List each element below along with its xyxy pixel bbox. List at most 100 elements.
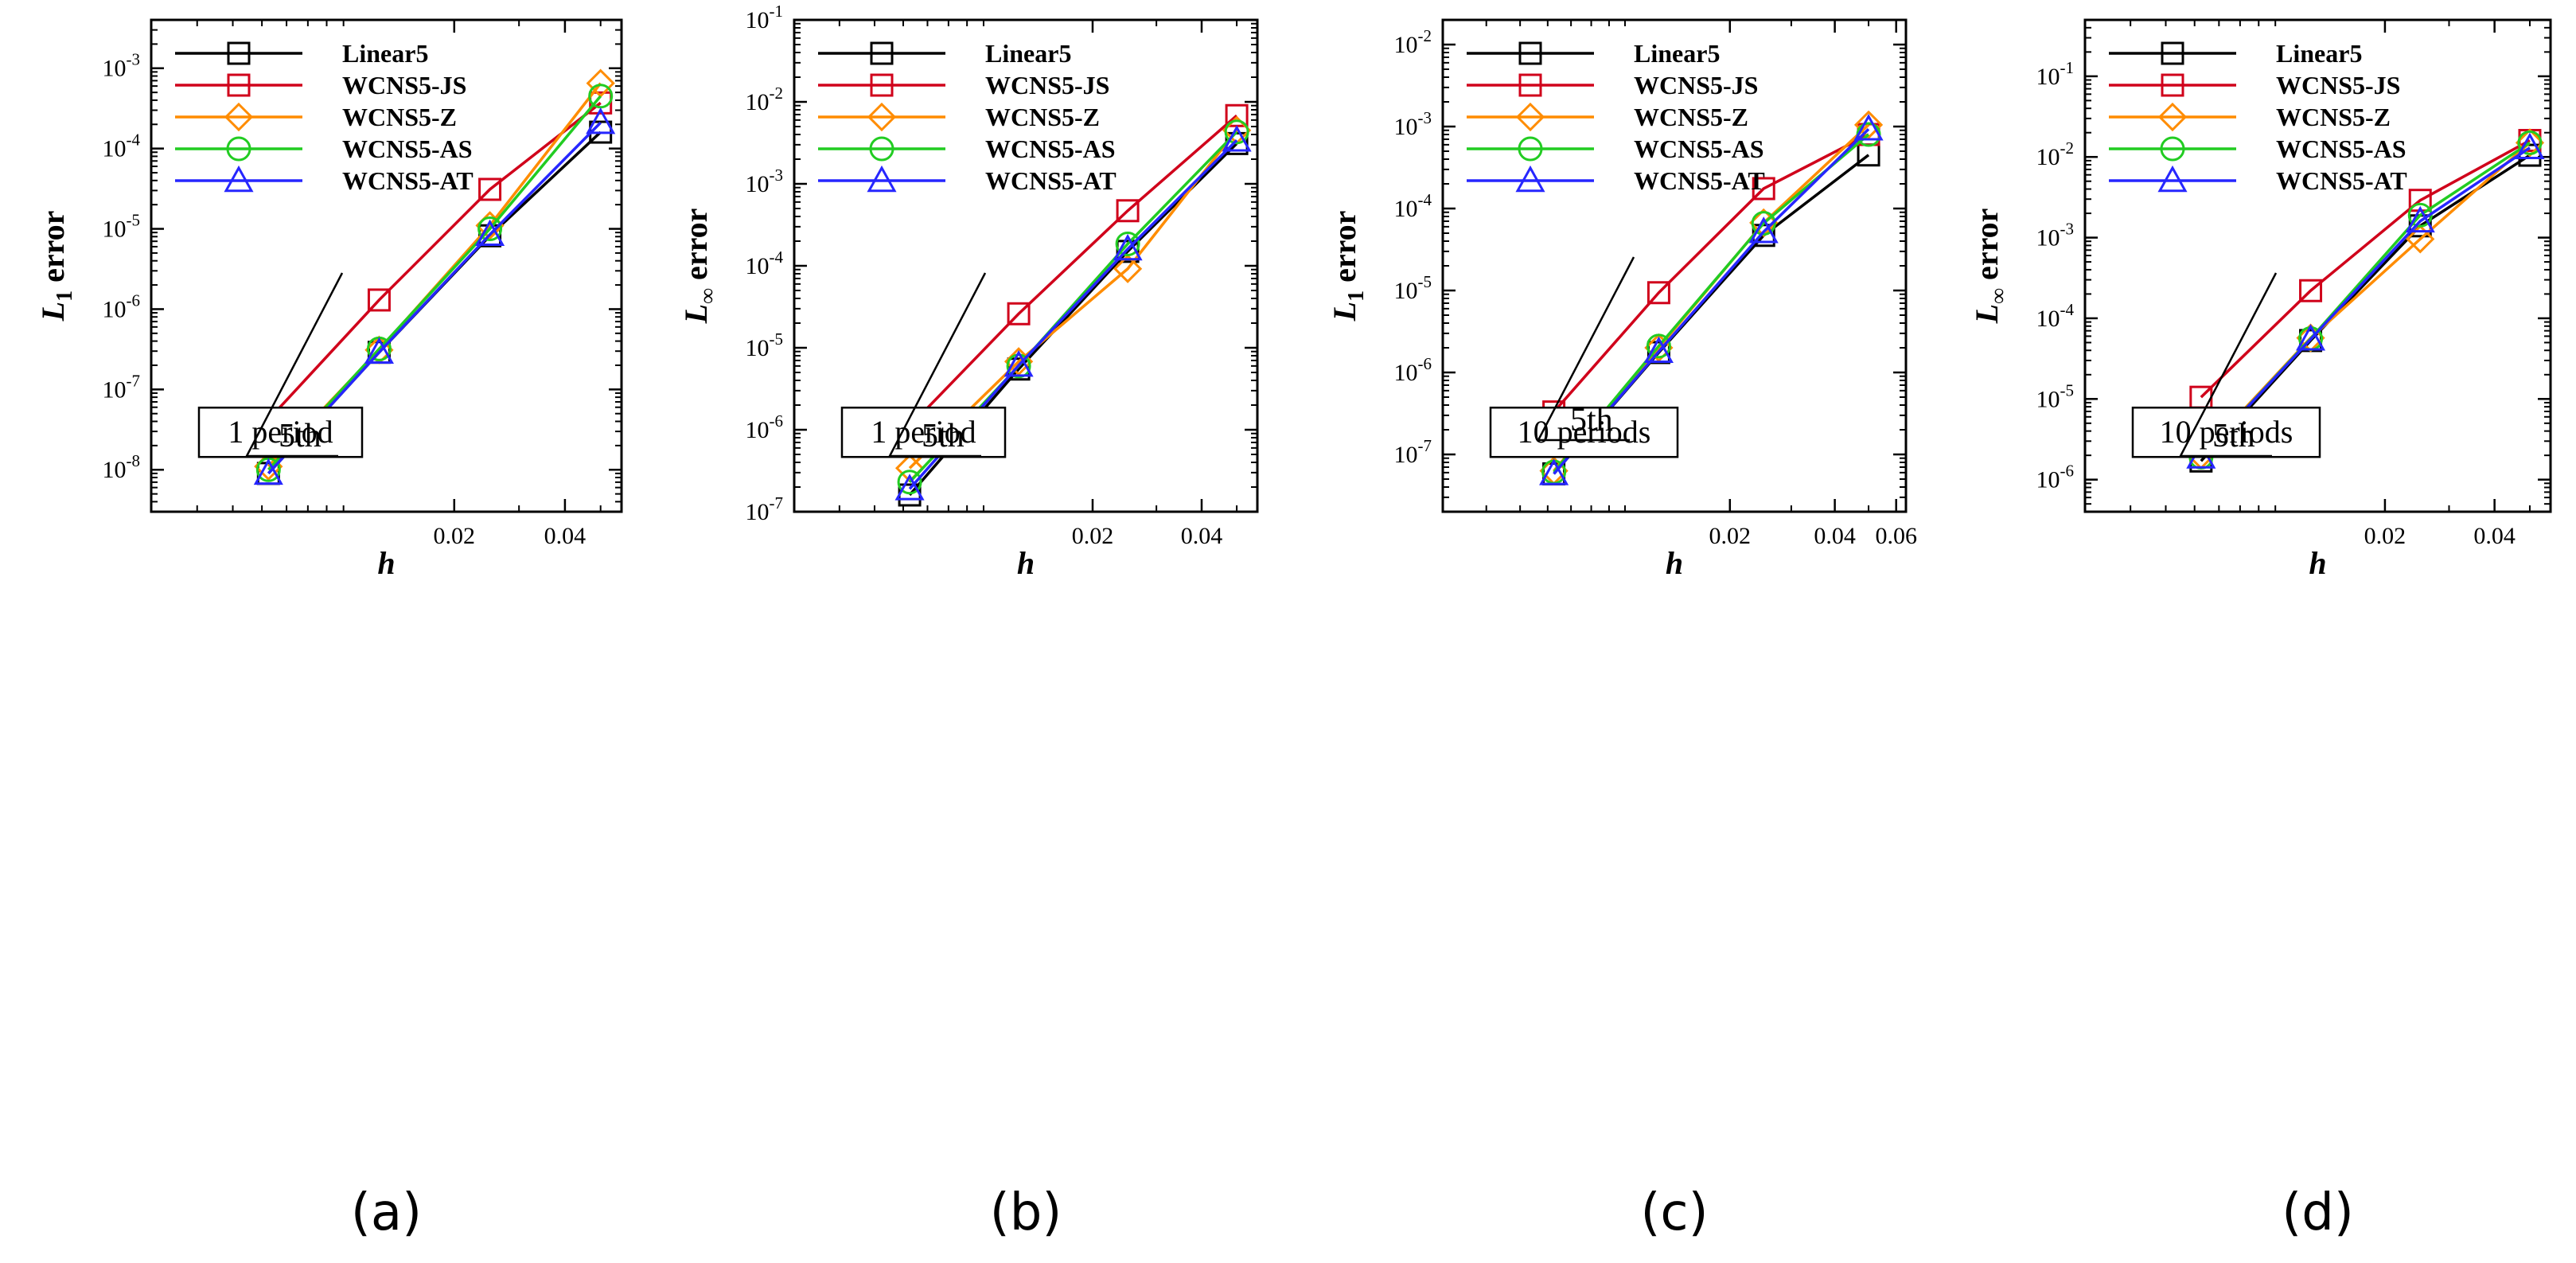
legend-label: WCNS5-AS xyxy=(1634,134,1764,163)
y-tick-exponent: -5 xyxy=(2060,380,2075,400)
legend-label: Linear5 xyxy=(342,39,428,68)
y-axis-title-suffix: error xyxy=(678,209,714,288)
data-point-square xyxy=(1116,240,1140,263)
data-point-square xyxy=(2299,279,2323,302)
slope-label: 5th xyxy=(2212,418,2255,454)
data-point-square xyxy=(367,288,391,312)
data-point-square xyxy=(1007,302,1031,325)
data-point-square xyxy=(1647,281,1670,305)
x-tick-label: 0.02 xyxy=(1709,523,1752,549)
chart-panel-b: 10-7 10-6 10-5 10-4 10-3 10-2 10-1 0.02 0.04 h L∞ … xyxy=(678,2,1259,581)
legend-marker-triangle xyxy=(1515,165,1545,193)
y-tick-label: 10-5 xyxy=(2036,380,2075,412)
x-tick-label: 0.02 xyxy=(434,523,476,549)
y-axis-title-suffix: error xyxy=(35,211,71,290)
y-tick-label: 10-5 xyxy=(746,329,784,361)
y-tick-exponent: -4 xyxy=(1418,190,1432,209)
legend-marker-triangle xyxy=(867,165,897,193)
annotation-box: 1 period xyxy=(840,406,1007,458)
data-point-diamond xyxy=(1113,254,1143,283)
legend-label: WCNS5-JS xyxy=(342,71,466,99)
legend-marker-square xyxy=(227,41,251,65)
y-tick-label: 10-2 xyxy=(2036,138,2075,170)
x-tick-label: 0.06 xyxy=(1875,523,1917,549)
chart-panel-d: 10-6 10-5 10-4 10-3 10-2 10-1 0.02 0.04 h L∞ erro… xyxy=(1969,18,2552,581)
legend-marker-square xyxy=(1518,73,1542,97)
legend-marker-diamond xyxy=(1515,102,1545,132)
x-tick-label: 0.04 xyxy=(1181,523,1223,549)
y-axis-title-suffix: error xyxy=(1327,211,1362,290)
data-point-triangle xyxy=(586,107,616,134)
annotation-frame xyxy=(1489,406,1679,458)
series-line xyxy=(908,114,1238,427)
data-point-triangle xyxy=(2295,324,2326,351)
data-point-circle xyxy=(1224,119,1249,145)
legend-label: WCNS5-AS xyxy=(985,134,1116,163)
y-tick-exponent: -5 xyxy=(770,329,784,349)
series-line xyxy=(1553,133,1869,413)
y-tick-label: 10-4 xyxy=(103,131,141,162)
legend-label: WCNS5-AT xyxy=(342,166,474,195)
y-tick-exponent: -4 xyxy=(2060,300,2075,319)
data-point-circle xyxy=(1646,333,1671,359)
legend-marker-circle xyxy=(869,136,894,162)
y-tick-exponent: -2 xyxy=(2060,138,2075,158)
data-point-triangle xyxy=(1539,458,1569,485)
data-point-square xyxy=(589,91,613,115)
legend-marker-circle xyxy=(2160,136,2185,162)
legend-label: WCNS5-AS xyxy=(2276,134,2406,163)
y-axis-title-subscript: 1 xyxy=(1344,290,1369,302)
y-tick-exponent: -2 xyxy=(770,84,784,103)
y-tick-exponent: -3 xyxy=(770,166,784,185)
legend-label: Linear5 xyxy=(985,39,1071,68)
y-tick-label: 10-4 xyxy=(746,248,784,279)
y-tick-label: 10-1 xyxy=(2036,58,2075,90)
annotation-frame xyxy=(840,406,1007,458)
y-tick-exponent: -1 xyxy=(770,2,784,21)
y-tick-exponent: -5 xyxy=(127,211,141,230)
legend-label: WCNS5-Z xyxy=(985,103,1100,131)
legend-marker-diamond xyxy=(2157,102,2188,132)
panel-label: (c) xyxy=(1640,1183,1708,1242)
y-tick-label: 10-5 xyxy=(103,211,141,243)
data-point-diamond xyxy=(2515,128,2545,158)
legend: Linear5 WCNS5-JS WCNS5-Z WCNS5-AS WCNS5-AT xyxy=(2109,39,2407,195)
data-point-circle xyxy=(477,216,503,242)
y-axis-title-main: L xyxy=(678,304,714,324)
data-point-triangle xyxy=(1643,336,1674,364)
y-axis-title-main: L xyxy=(1969,304,2005,324)
legend-marker-triangle xyxy=(2157,165,2188,193)
legend-label: WCNS5-AT xyxy=(985,166,1117,195)
panel-label: (d) xyxy=(2282,1183,2354,1242)
y-tick-exponent: -2 xyxy=(1418,26,1432,45)
annotation-text: 10 periods xyxy=(2160,414,2293,450)
y-tick-label: 10-2 xyxy=(1394,26,1432,58)
legend: Linear5 WCNS5-JS WCNS5-Z WCNS5-AS WCNS5-AT xyxy=(818,39,1117,195)
legend-marker-square xyxy=(1518,41,1542,65)
data-point-triangle xyxy=(1748,216,1779,244)
series-wcns5-js xyxy=(256,91,613,431)
legend-marker-diamond xyxy=(867,102,897,132)
legend-label: Linear5 xyxy=(1634,39,1720,68)
x-tick-label: 0.02 xyxy=(2364,523,2406,549)
x-tick-label: 0.04 xyxy=(1814,523,1856,549)
legend-label: WCNS5-Z xyxy=(342,103,457,131)
data-point-circle xyxy=(1751,211,1776,236)
y-tick-exponent: -3 xyxy=(127,50,141,69)
annotation-text: 10 periods xyxy=(1518,414,1651,450)
data-point-circle xyxy=(588,84,614,109)
x-axis-title: h xyxy=(2309,545,2326,581)
legend-label: WCNS5-JS xyxy=(1634,71,1758,99)
y-tick-label: 10-4 xyxy=(1394,190,1432,222)
y-tick-exponent: -8 xyxy=(127,451,141,470)
data-point-square xyxy=(1752,177,1775,201)
y-tick-exponent: -6 xyxy=(1418,354,1432,373)
y-tick-label: 10-7 xyxy=(746,493,784,525)
y-axis-title: L∞ error xyxy=(1969,209,2011,325)
y-tick-exponent: -4 xyxy=(127,131,141,150)
y-axis-title-subscript: 1 xyxy=(53,290,77,302)
chart-panel-a: 10-8 10-7 10-6 10-5 10-4 10-3 0.02 0.04 h L1 erro… xyxy=(35,18,623,581)
legend-marker-square xyxy=(2161,73,2184,97)
series-line xyxy=(2200,146,2531,458)
y-axis-title-main: L xyxy=(1327,302,1362,322)
